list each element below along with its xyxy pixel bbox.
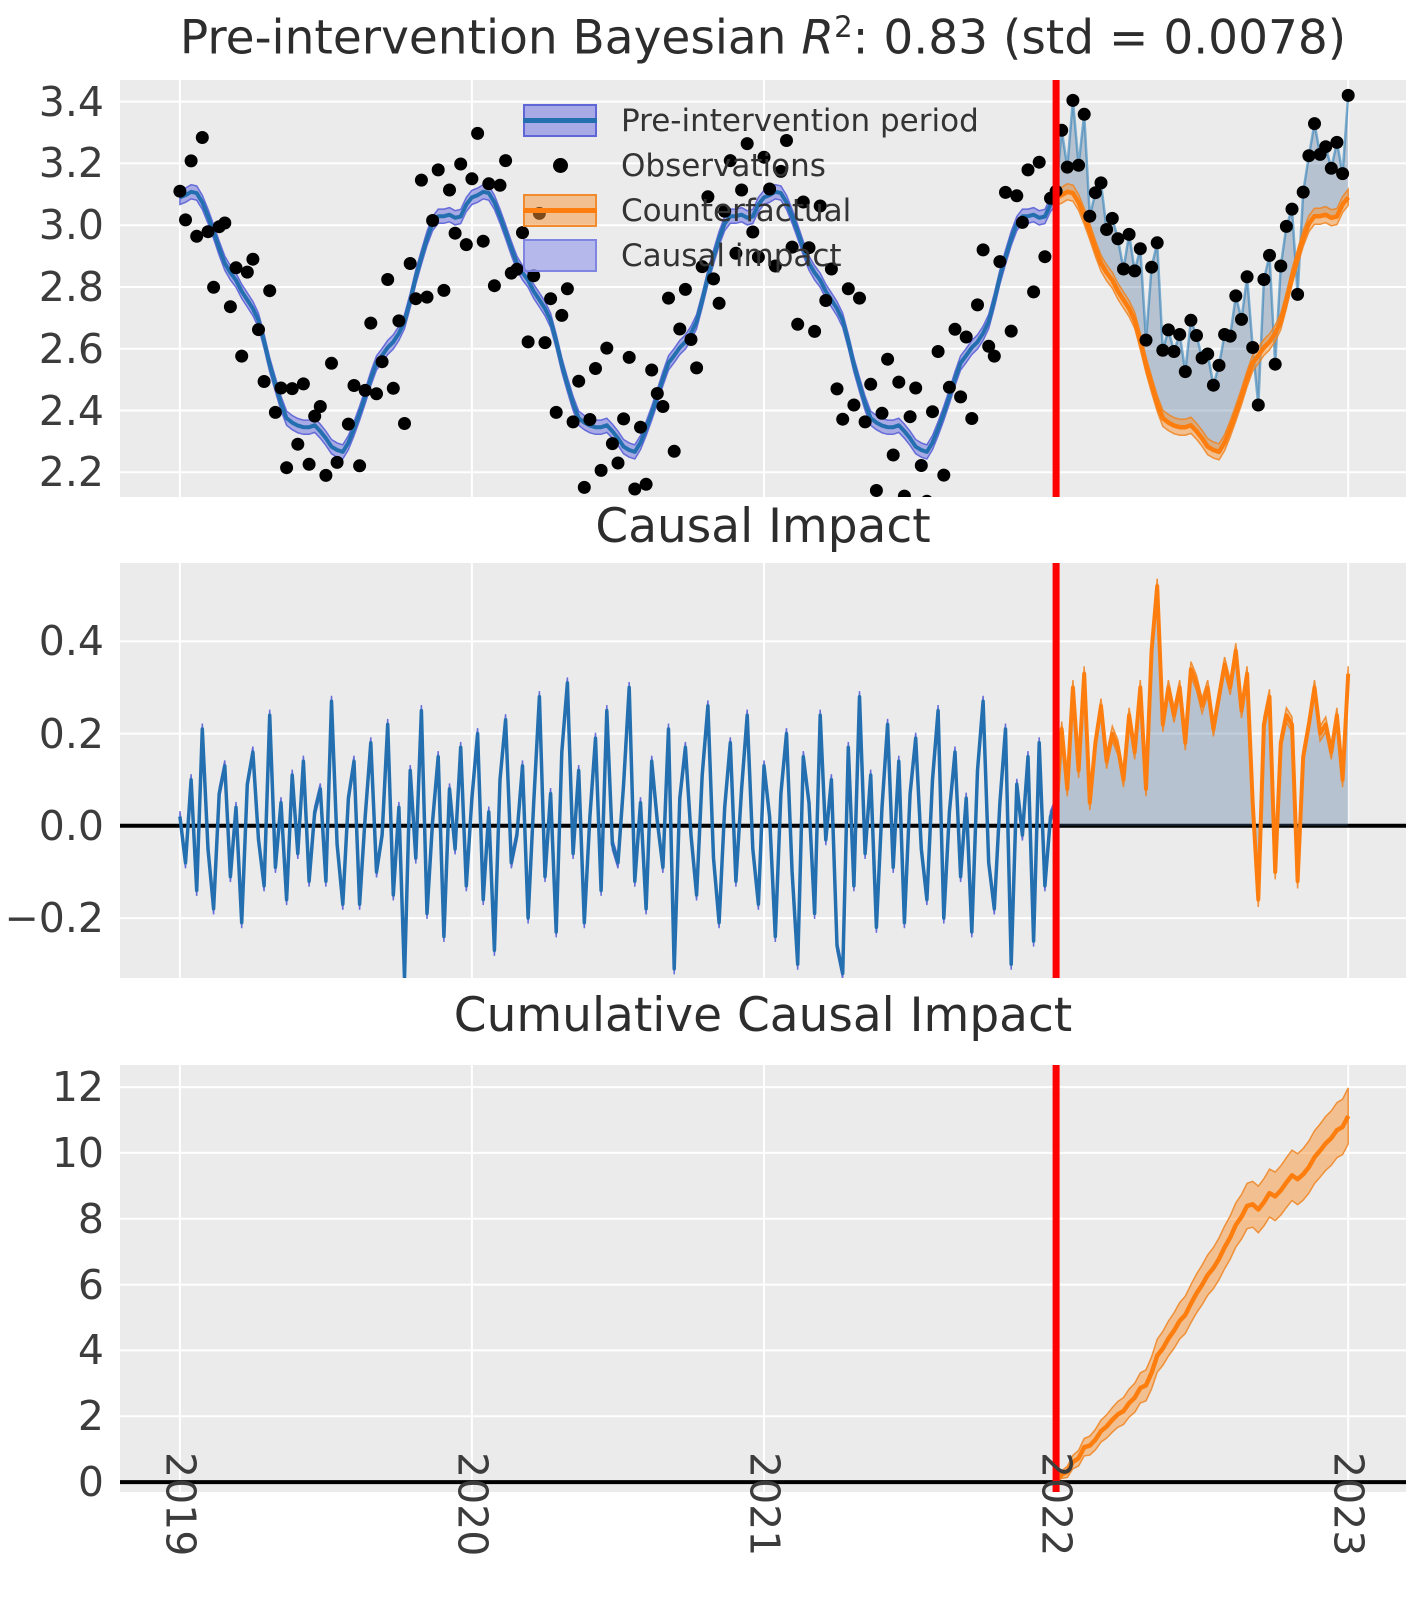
legend-item-counterfactual: Counterfactual bbox=[523, 188, 979, 233]
title-text: Pre-intervention Bayesian bbox=[179, 10, 802, 66]
legend-item-pre-intervention: Pre-intervention period bbox=[523, 98, 979, 143]
y-tick-label: 3.0 bbox=[38, 201, 104, 250]
y-tick-label: 0.0 bbox=[38, 801, 104, 850]
x-tick-label: 2021 bbox=[740, 1452, 789, 1557]
x-tick-label: 2022 bbox=[1032, 1452, 1081, 1557]
y-tick-label: 8 bbox=[77, 1194, 104, 1243]
counterfactual-band-icon bbox=[523, 194, 597, 227]
y-tick-label: 2.6 bbox=[38, 324, 104, 373]
observations-dot-icon bbox=[523, 149, 597, 182]
y-tick-label: 10 bbox=[51, 1128, 104, 1177]
title-r-symbol: R bbox=[801, 10, 835, 66]
x-tick-label: 2020 bbox=[448, 1452, 497, 1557]
y-tick-label: 2 bbox=[77, 1392, 104, 1441]
legend-item-observations: Observations bbox=[523, 143, 979, 188]
x-tick-label: 2019 bbox=[156, 1452, 205, 1557]
legend-label: Pre-intervention period bbox=[621, 102, 979, 139]
impact-panel-title: Causal Impact bbox=[595, 499, 931, 554]
cumulative-panel-plot bbox=[120, 1065, 1406, 1492]
y-tick-label: 0.4 bbox=[38, 617, 104, 666]
pre-intervention-mean-line bbox=[179, 189, 1058, 454]
causal-impact-fill bbox=[1056, 95, 1349, 452]
y-tick-label: 0.2 bbox=[38, 709, 104, 758]
y-tick-label: 12 bbox=[51, 1063, 104, 1112]
fit-panel-title: Pre-intervention Bayesian R2: 0.83 (std … bbox=[120, 10, 1406, 66]
title-stats: : 0.83 (std = 0.0078) bbox=[852, 10, 1347, 66]
observation-dots bbox=[173, 88, 1355, 497]
y-tick-label: 2.8 bbox=[38, 262, 104, 311]
y-tick-label: 3.2 bbox=[38, 139, 104, 188]
legend-label: Counterfactual bbox=[621, 192, 852, 229]
cumulative-panel-title: Cumulative Causal Impact bbox=[453, 988, 1073, 1043]
y-tick-label: −0.2 bbox=[4, 894, 104, 943]
pre-intervention-band-icon bbox=[523, 104, 597, 137]
legend-label: Observations bbox=[621, 147, 826, 184]
fit-panel-plot bbox=[120, 80, 1406, 497]
y-tick-label: 0 bbox=[77, 1458, 104, 1507]
x-tick-label: 2023 bbox=[1324, 1452, 1373, 1557]
impact-post-fill bbox=[1056, 586, 1349, 900]
y-tick-label: 6 bbox=[77, 1260, 104, 1309]
impact-post-line bbox=[1054, 584, 1351, 902]
legend-label: Causal impact bbox=[621, 237, 842, 274]
y-tick-label: 2.2 bbox=[38, 448, 104, 497]
impact-panel-plot bbox=[120, 563, 1406, 978]
legend-item-causal-impact: Causal impact bbox=[523, 233, 979, 278]
legend: Pre-intervention period Observations Cou… bbox=[523, 98, 979, 278]
y-tick-label: 2.4 bbox=[38, 386, 104, 435]
impact-pre-line bbox=[178, 681, 1058, 978]
counterfactual-line bbox=[1055, 189, 1350, 455]
y-tick-label: 4 bbox=[77, 1326, 104, 1375]
causal-impact-patch-icon bbox=[523, 239, 597, 272]
cumulative-line bbox=[1054, 1114, 1351, 1483]
title-r-exponent: 2 bbox=[834, 10, 853, 44]
y-tick-label: 3.4 bbox=[38, 77, 104, 126]
